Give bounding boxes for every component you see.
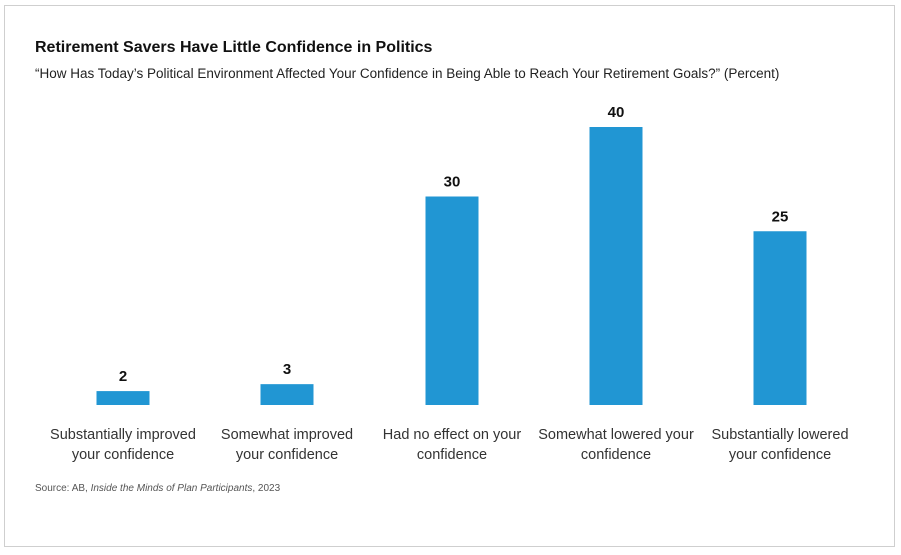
bar-value-label-5: 25 xyxy=(772,208,789,225)
category-label-line: Substantially lowered xyxy=(711,427,849,443)
source-suffix: , 2023 xyxy=(252,483,281,494)
category-label-5: Substantially lowered your confidence xyxy=(695,425,865,465)
bars-group xyxy=(96,127,807,405)
category-label-line: Somewhat lowered your xyxy=(538,427,694,443)
bar-value-label-2: 3 xyxy=(283,361,291,378)
bar-2 xyxy=(260,384,314,405)
source-note: Source: AB, Inside the Minds of Plan Par… xyxy=(35,483,280,494)
category-label-3: Had no effect on your confidence xyxy=(367,425,537,465)
bar-value-label-4: 40 xyxy=(608,104,625,121)
bar-value-label-3: 30 xyxy=(444,174,461,191)
category-label-1: Substantially improved your confidence xyxy=(38,425,208,465)
category-label-line: your confidence xyxy=(728,447,832,463)
category-label-line: Substantially improved xyxy=(50,427,196,443)
chart-title: Retirement Savers Have Little Confidence… xyxy=(35,39,433,56)
bar-value-label-1: 2 xyxy=(119,368,127,385)
category-label-line: confidence xyxy=(416,447,488,463)
bar-value-labels: 2 3 30 40 25 xyxy=(119,104,789,385)
category-label-line: your confidence xyxy=(71,447,175,463)
bar-1 xyxy=(96,391,150,405)
source-publication: Inside the Minds of Plan Participants xyxy=(90,483,253,494)
chart-subtitle: “How Has Today’s Political Environment A… xyxy=(35,66,780,81)
category-label-line: your confidence xyxy=(235,447,339,463)
category-label-line: confidence xyxy=(580,447,652,463)
category-label-line: Somewhat improved xyxy=(220,427,354,443)
bar-3 xyxy=(425,196,479,405)
category-label-line: Had no effect on your xyxy=(382,427,522,443)
bar-4 xyxy=(589,127,643,405)
source-prefix: Source: AB, xyxy=(35,483,91,494)
category-label-4: Somewhat lowered your confidence xyxy=(531,425,701,465)
category-label-2: Somewhat improved your confidence xyxy=(202,425,372,465)
bar-5 xyxy=(753,231,807,405)
